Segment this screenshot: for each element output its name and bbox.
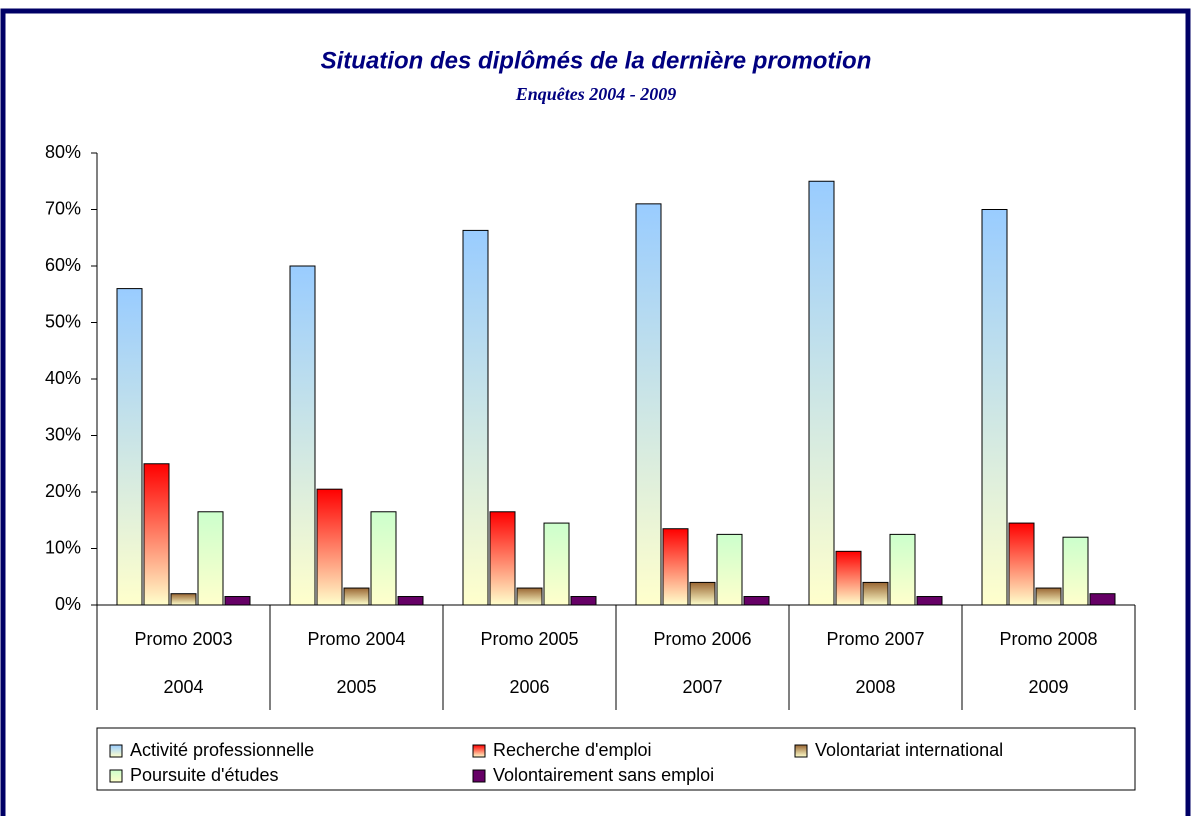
y-tick-label: 20% bbox=[45, 481, 81, 501]
bar bbox=[170, 593, 197, 606]
legend-swatch bbox=[472, 769, 486, 783]
x-tick-label: Promo 2005 bbox=[480, 629, 578, 649]
bar bbox=[116, 288, 143, 606]
legend-label: Poursuite d'études bbox=[130, 765, 279, 785]
bar bbox=[197, 511, 224, 606]
bar bbox=[570, 596, 597, 606]
x-tick-label-year: 2004 bbox=[163, 677, 203, 697]
x-tick-label-year: 2008 bbox=[855, 677, 895, 697]
y-tick-label: 80% bbox=[45, 142, 81, 162]
bar bbox=[1089, 593, 1116, 606]
x-tick-label-year: 2007 bbox=[682, 677, 722, 697]
y-tick-label: 70% bbox=[45, 198, 81, 218]
bar bbox=[289, 265, 316, 606]
bar bbox=[981, 209, 1008, 606]
bar bbox=[397, 596, 424, 606]
bar bbox=[662, 528, 689, 606]
legend-label: Activité professionnelle bbox=[130, 740, 314, 760]
legend-swatch bbox=[109, 744, 123, 758]
legend-label: Recherche d'emploi bbox=[493, 740, 652, 760]
x-tick-label: Promo 2006 bbox=[653, 629, 751, 649]
chart-subtitle: Enquêtes 2004 - 2009 bbox=[515, 84, 677, 104]
bar bbox=[835, 550, 862, 606]
x-tick-label: Promo 2003 bbox=[134, 629, 232, 649]
bar bbox=[889, 533, 916, 606]
legend-box bbox=[96, 727, 1136, 791]
x-tick-label-year: 2009 bbox=[1028, 677, 1068, 697]
legend-swatch bbox=[794, 744, 808, 758]
bar bbox=[516, 587, 543, 606]
bar bbox=[316, 488, 343, 606]
x-tick-label: Promo 2004 bbox=[307, 629, 405, 649]
y-tick-label: 30% bbox=[45, 424, 81, 444]
chart-title: Situation des diplômés de la dernière pr… bbox=[321, 47, 872, 74]
bar bbox=[689, 581, 716, 606]
bar bbox=[462, 229, 489, 606]
bar bbox=[716, 533, 743, 606]
legend-swatch bbox=[109, 769, 123, 783]
bar bbox=[224, 596, 251, 606]
y-tick-label: 10% bbox=[45, 537, 81, 557]
x-tick-label-year: 2006 bbox=[509, 677, 549, 697]
y-tick-label: 40% bbox=[45, 368, 81, 388]
y-tick-label: 60% bbox=[45, 255, 81, 275]
x-tick-label-year: 2005 bbox=[336, 677, 376, 697]
bar bbox=[543, 522, 570, 606]
legend-swatch bbox=[472, 744, 486, 758]
legend-label: Volontairement sans emploi bbox=[493, 765, 714, 785]
bar bbox=[143, 463, 170, 606]
bar bbox=[743, 596, 770, 606]
bar bbox=[343, 587, 370, 606]
bar bbox=[635, 203, 662, 606]
legend-label: Volontariat international bbox=[815, 740, 1003, 760]
bar bbox=[808, 180, 835, 606]
bar bbox=[370, 511, 397, 606]
y-tick-label: 50% bbox=[45, 311, 81, 331]
x-tick-label: Promo 2008 bbox=[999, 629, 1097, 649]
bar bbox=[916, 596, 943, 606]
bar bbox=[489, 511, 516, 606]
bar bbox=[1062, 536, 1089, 606]
y-tick-label: 0% bbox=[55, 594, 81, 614]
bar bbox=[862, 581, 889, 606]
bar bbox=[1035, 587, 1062, 606]
bar bbox=[1008, 522, 1035, 606]
x-tick-label: Promo 2007 bbox=[826, 629, 924, 649]
